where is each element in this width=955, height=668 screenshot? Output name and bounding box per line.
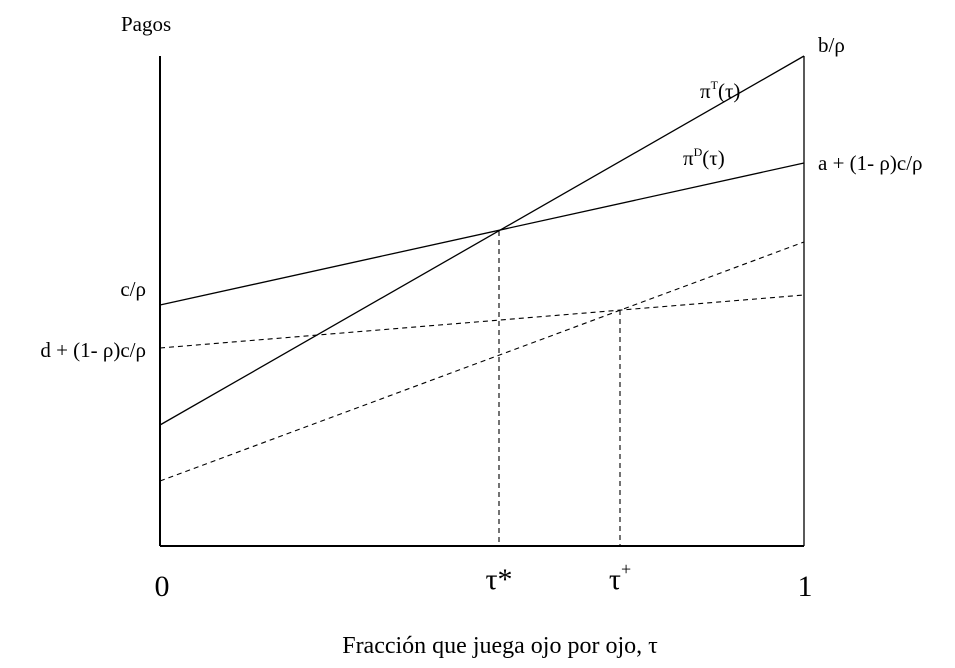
tick-one: 1: [798, 570, 813, 603]
pi-t-arg: (τ): [718, 79, 740, 103]
tau-star-label: τ*: [485, 563, 512, 596]
tick-zero: 0: [155, 570, 170, 603]
pi-d-arg: (τ): [702, 146, 724, 170]
left-bottom-label: d + (1- ρ)c/ρ: [40, 338, 146, 362]
y-axis-title: Pagos: [121, 12, 171, 36]
pi-d-label: πD(τ): [683, 145, 725, 170]
pi-t-base: π: [700, 79, 711, 103]
tau-plus-label: τ+: [609, 559, 631, 596]
pi-d-base: π: [683, 146, 694, 170]
dashed-d-line: [159, 294, 805, 349]
pi-t-line: [159, 55, 805, 426]
right-top-label: b/ρ: [818, 33, 845, 57]
tau-plus-sup: +: [621, 559, 631, 579]
pi-t-label: πT(τ): [700, 78, 740, 103]
right-mid-label: a + (1- ρ)c/ρ: [818, 151, 923, 175]
tau-plus-base: τ: [609, 563, 621, 596]
x-axis-title: Fracción que juega ojo por ojo, τ: [342, 633, 658, 659]
pi-d-sup: D: [694, 145, 703, 159]
dashed-t-line: [159, 241, 805, 482]
left-top-label: c/ρ: [120, 277, 146, 301]
pi-t-sup: T: [711, 78, 719, 92]
pi-d-line: [159, 162, 805, 306]
